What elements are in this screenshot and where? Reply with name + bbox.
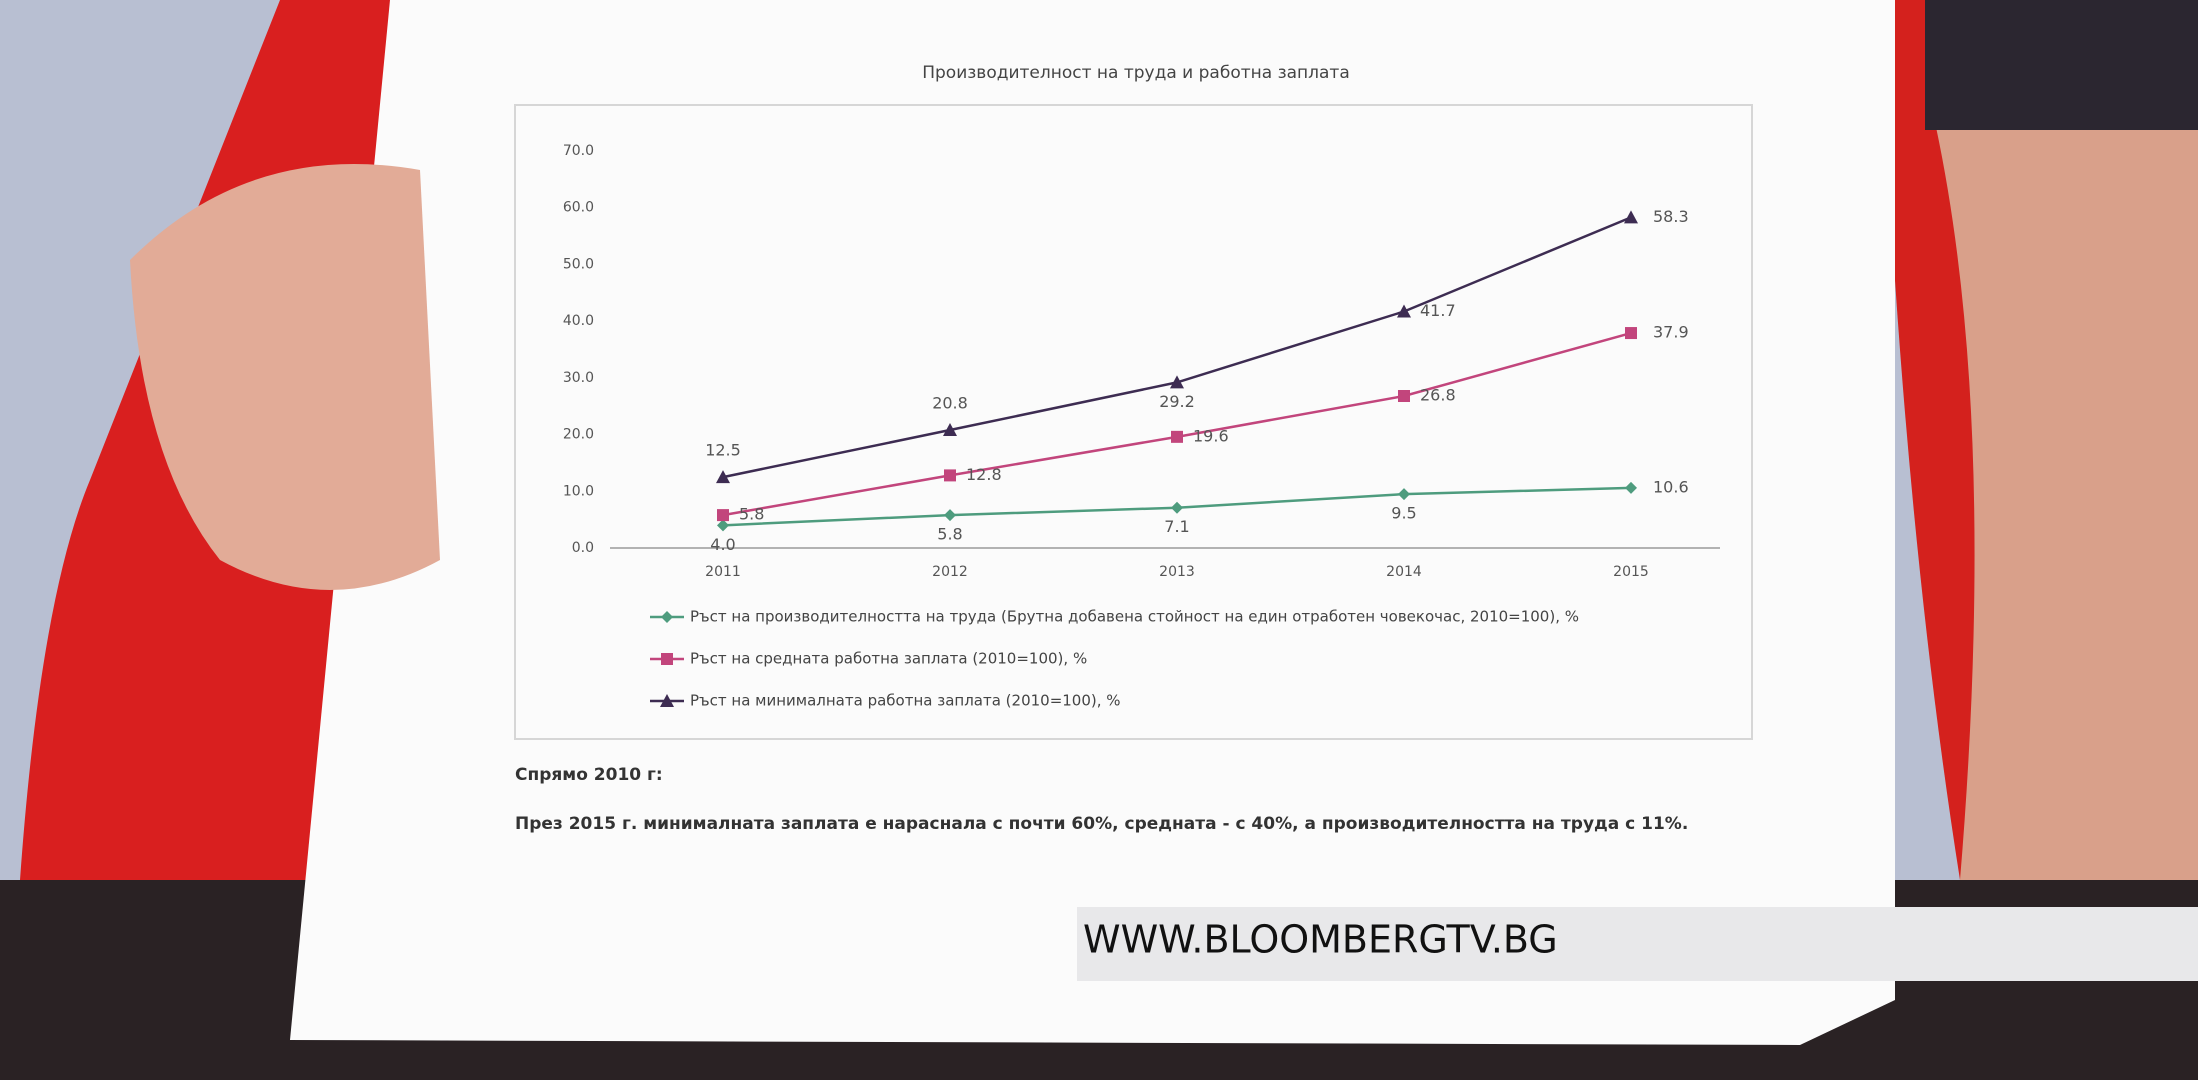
data-point [1171,501,1183,514]
data-label: 4.0 [710,535,735,554]
data-label: 9.5 [1391,504,1416,523]
y-tick-label: 10.0 [563,483,594,499]
data-point [1171,430,1183,443]
data-label: 37.9 [1653,323,1689,342]
chart-frame [514,104,1753,740]
data-label: 41.7 [1420,301,1456,320]
y-tick-label: 20.0 [563,427,594,443]
x-tick-label: 2012 [932,564,968,580]
data-label: 58.3 [1653,207,1689,226]
data-point [943,423,957,437]
banner-text: WWW.BLOOMBERGTV.BG [1083,918,1558,962]
y-tick-label: 40.0 [563,313,594,329]
data-point [717,509,729,522]
data-point [1398,390,1410,403]
x-tick-label: 2014 [1386,564,1422,580]
x-tick-label: 2013 [1159,564,1195,580]
note-text: През 2015 г. минималната заплата е нарас… [515,814,1688,834]
data-point [1398,488,1410,501]
data-label: 19.6 [1193,426,1229,445]
legend-marker [661,653,673,665]
legend-label: Ръст на минималната работна заплата (201… [690,692,1121,710]
legend-marker [661,611,673,623]
y-tick-label: 70.0 [563,143,594,159]
data-point [1397,304,1411,318]
data-label: 12.8 [966,465,1002,484]
banner-bar [1077,907,2198,981]
data-label: 12.5 [705,441,741,460]
data-point [1170,375,1184,389]
data-point [716,470,730,484]
legend-label: Ръст на производителността на труда (Бру… [690,608,1579,626]
data-point [944,509,956,522]
data-label: 7.1 [1164,517,1189,536]
legend-label: Ръст на средната работна заплата (2010=1… [690,650,1087,668]
paper-sheet [290,0,1895,1045]
data-point [717,519,729,532]
arm-right [1930,60,2198,880]
y-tick-label: 60.0 [563,200,594,216]
watch [1925,0,2198,130]
chart-title: Производителност на труда и работна запл… [922,63,1350,83]
data-label: 5.8 [937,525,962,544]
data-label: 26.8 [1420,386,1456,405]
y-tick-label: 50.0 [563,256,594,272]
y-tick-label: 0.0 [572,540,594,556]
data-point [1624,210,1638,224]
note-heading: Спрямо 2010 г: [515,765,663,785]
legend-marker [660,694,674,707]
y-tick-label: 30.0 [563,370,594,386]
hand-left [130,164,440,590]
data-point [1625,481,1637,494]
data-label: 29.2 [1159,392,1195,411]
data-label: 10.6 [1653,477,1689,496]
data-point [944,469,956,482]
data-label: 20.8 [932,394,968,413]
x-tick-label: 2011 [705,564,741,580]
data-point [1625,327,1637,340]
x-tick-label: 2015 [1613,564,1649,580]
data-label: 5.8 [739,505,764,524]
